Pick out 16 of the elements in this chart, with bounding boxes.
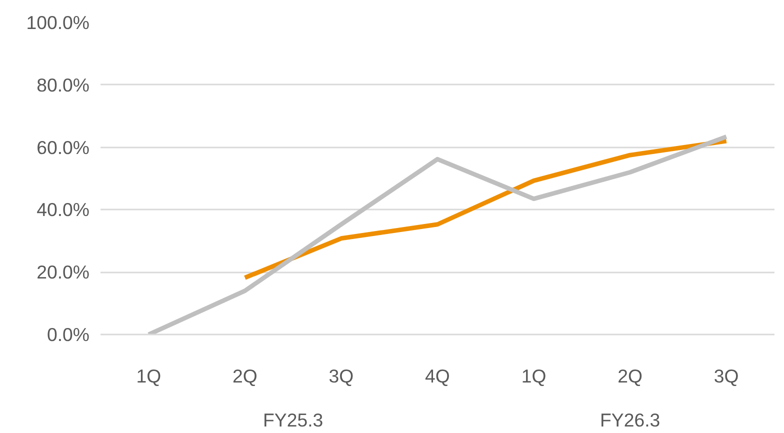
- y-tick-label: 0.0%: [46, 324, 90, 345]
- y-tick-label: 60.0%: [36, 136, 90, 158]
- y-tick-label: 100.0%: [26, 12, 90, 33]
- x-tick-label: 3Q: [328, 366, 354, 386]
- x-tick-label: 3Q: [714, 366, 739, 386]
- x-tick-label: 4Q: [425, 366, 450, 386]
- x-tick-label: 1Q: [136, 366, 162, 386]
- text: FY25.3: [262, 410, 324, 430]
- y-tick-label: 20.0%: [36, 262, 90, 283]
- x-tick-label: 2Q: [618, 366, 643, 386]
- y-tick-label: 40.0%: [36, 199, 90, 220]
- line-series: [146, 134, 729, 334]
- x-tick-label: 2Q: [232, 366, 258, 386]
- x-tick-label: 1Q: [521, 366, 546, 386]
- text: FY26.3: [600, 410, 660, 430]
- y-tick-label: 80.0%: [36, 74, 90, 96]
